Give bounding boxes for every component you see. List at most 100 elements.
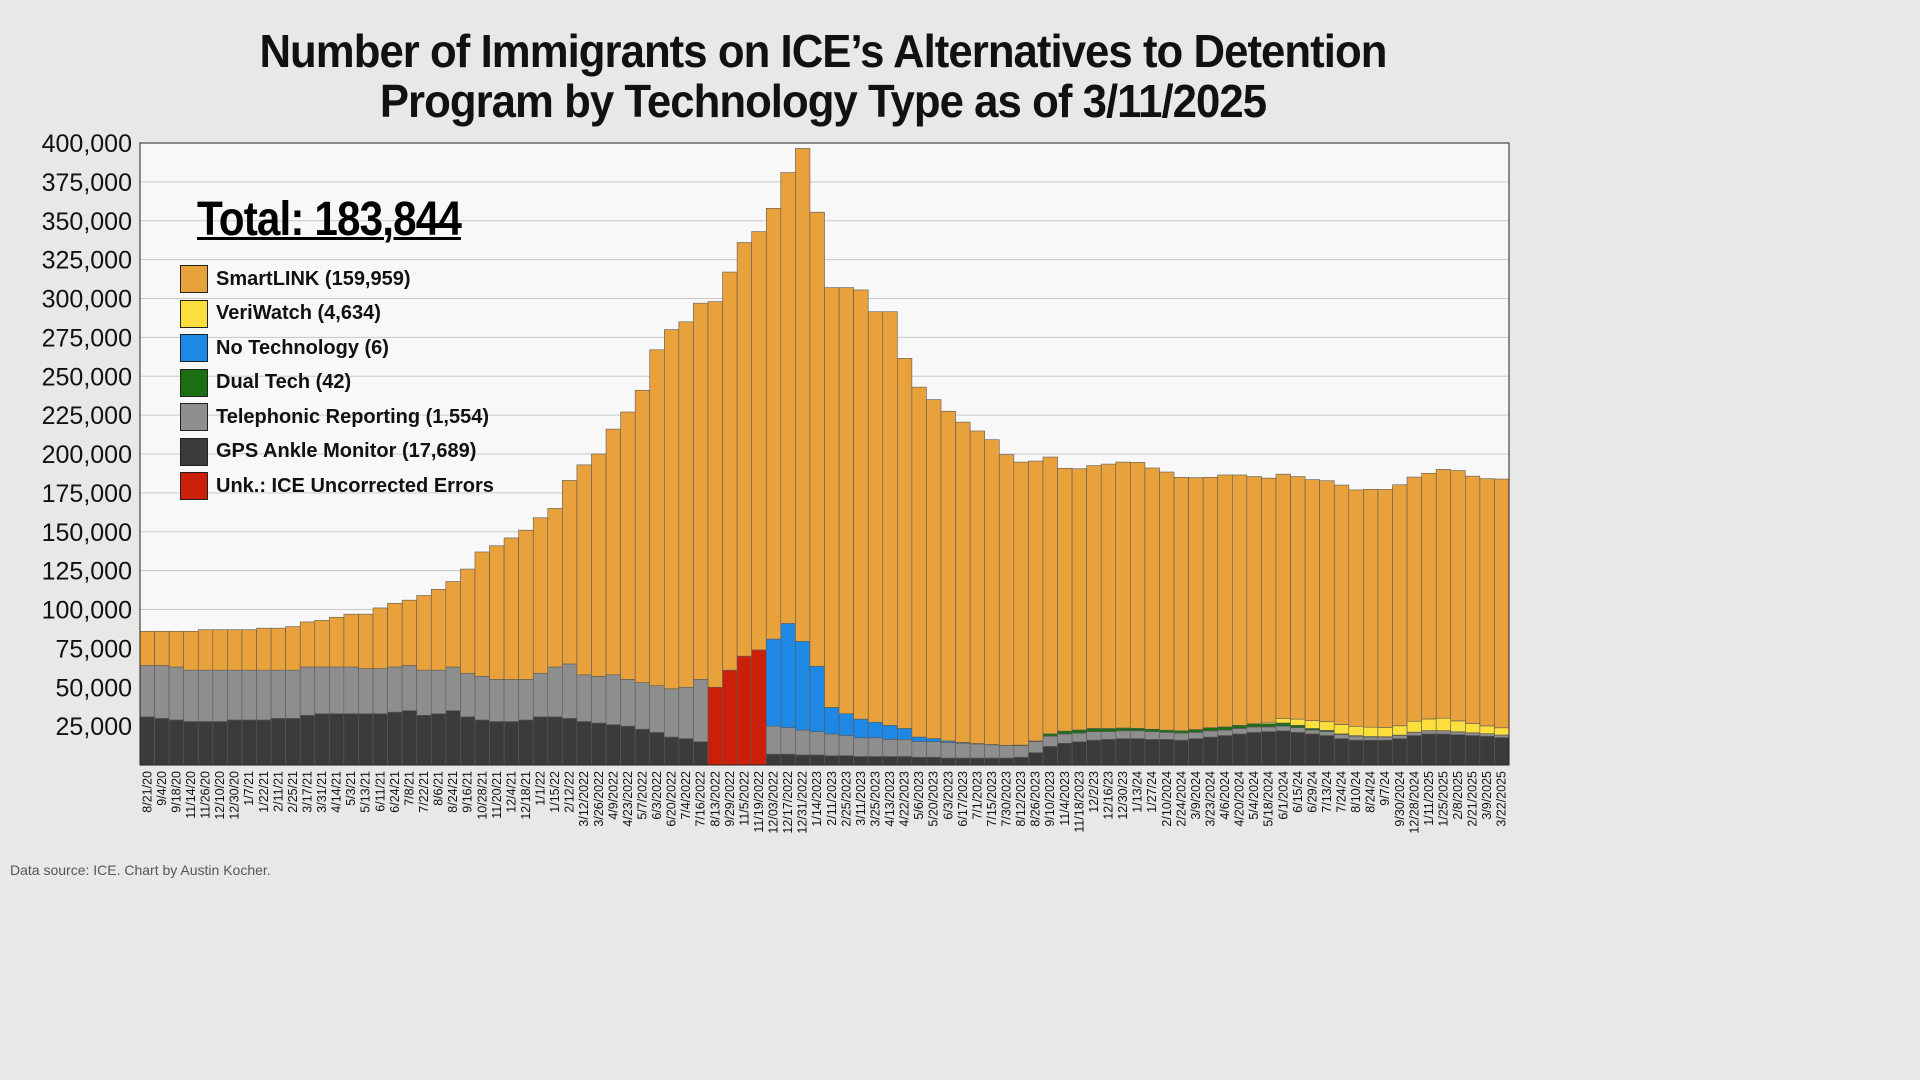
x-tick-label: 3/23/2024 [1203,771,1217,827]
total-label: Total: 183,844 [197,193,462,246]
bar-segment [358,613,374,669]
bar-segment [358,668,374,714]
x-tick-label: 6/11/21 [373,771,387,812]
bar-segment [387,666,403,713]
bar-segment [809,754,825,766]
bar-segment [1304,720,1320,729]
legend-item: GPS Ankle Monitor (17,689) [180,435,494,470]
legend-swatch [180,334,208,363]
y-tick-label: 200,000 [42,441,132,469]
legend-item: VeriWatch (4,634) [180,297,494,332]
bar-segment [1450,720,1466,733]
bar-segment [1392,735,1408,739]
bar-segment [911,736,927,742]
bar-segment [343,613,359,668]
bar-segment [154,665,170,719]
bar-segment [489,679,505,722]
bar-segment [926,399,942,739]
x-tick-label: 1/25/2025 [1436,771,1450,827]
bar-segment [1261,723,1277,728]
legend-label: GPS Ankle Monitor (17,689) [216,440,477,463]
bar-segment [649,685,665,733]
x-tick-label: 9/10/2023 [1043,771,1057,827]
bar-segment [1202,727,1219,732]
bar-segment [139,665,155,718]
bar-segment [882,725,898,740]
plot-border [139,142,1510,766]
bar-segment [314,666,330,714]
x-tick-label: 7/16/2022 [694,771,708,827]
x-tick-label: 4/22/2023 [898,771,912,827]
bar-segment [780,753,796,766]
bar-segment [518,679,534,721]
bar-segment [1421,718,1437,731]
x-tick-label: 2/10/2024 [1160,771,1174,827]
bar-segment [1494,727,1510,736]
x-tick-label: 3/12/2022 [577,771,591,827]
bar-segment [1435,717,1452,731]
bar-segment [795,729,811,756]
bar-segment [154,718,170,766]
bar-segment [1217,726,1233,731]
bar-segment [1290,718,1306,726]
bar-segment [1319,480,1335,723]
x-tick-label: 3/31/21 [315,771,329,813]
bar-segment [212,721,228,766]
bar-segment [518,719,534,766]
y-tick-label: 25,000 [56,713,132,741]
bar-segment [1173,739,1189,766]
x-tick-label: 6/24/21 [388,771,402,813]
x-tick-label: 12/18/21 [519,771,533,820]
bar-segment [984,757,1000,766]
x-tick-label: 1/22/21 [257,771,271,813]
bar-segment [1479,478,1495,727]
bar-segment [532,517,549,674]
bar-segment [867,721,884,739]
bar-segment [1246,726,1262,733]
bar-segment [1231,728,1248,735]
x-tick-label: 12/31/2022 [796,771,810,834]
bar-segment [1406,720,1422,733]
bar-segment [1494,737,1510,766]
bar-segment [1435,730,1452,735]
y-tick-label: 375,000 [42,169,132,197]
x-tick-label: 4/9/2022 [606,771,620,820]
bar-segment [241,629,257,671]
x-tick-label: 1/14/2023 [810,771,824,827]
bar-segment [1071,468,1087,731]
bar-segment [984,439,1000,745]
bar-segment [547,666,563,718]
bar-segment [1479,725,1495,734]
bar-segment [430,669,447,714]
bar-segment [372,668,388,714]
bar-segment [1115,730,1131,739]
bar-segment [1159,732,1175,740]
bar-segment [1290,732,1306,766]
bar-segment [809,731,825,756]
bar-segment [285,626,301,671]
bar-segment [576,721,592,766]
legend-swatch [180,403,208,432]
bar-segment [853,737,869,757]
bar-segment [1363,736,1379,741]
x-tick-label: 4/20/2024 [1233,771,1247,827]
bar-segment [1406,732,1422,736]
bar-segment [1333,484,1350,725]
bar-segment [751,649,767,766]
bar-segment [1348,489,1364,727]
legend-swatch [180,472,208,501]
bar-segment [1421,472,1437,720]
bar-segment [1333,724,1350,735]
y-tick-label: 350,000 [42,208,132,236]
x-tick-label: 1/13/24 [1131,771,1145,813]
bar-segment [1100,728,1117,732]
bar-segment [139,630,155,666]
bar-segment [329,616,345,668]
bar-segment [824,755,840,766]
bar-segment [605,724,621,766]
bar-segment [1363,726,1379,737]
y-tick-label: 275,000 [42,324,132,352]
bar-segment [809,665,825,732]
bar-segment [1057,742,1073,766]
bar-segment [926,756,942,766]
